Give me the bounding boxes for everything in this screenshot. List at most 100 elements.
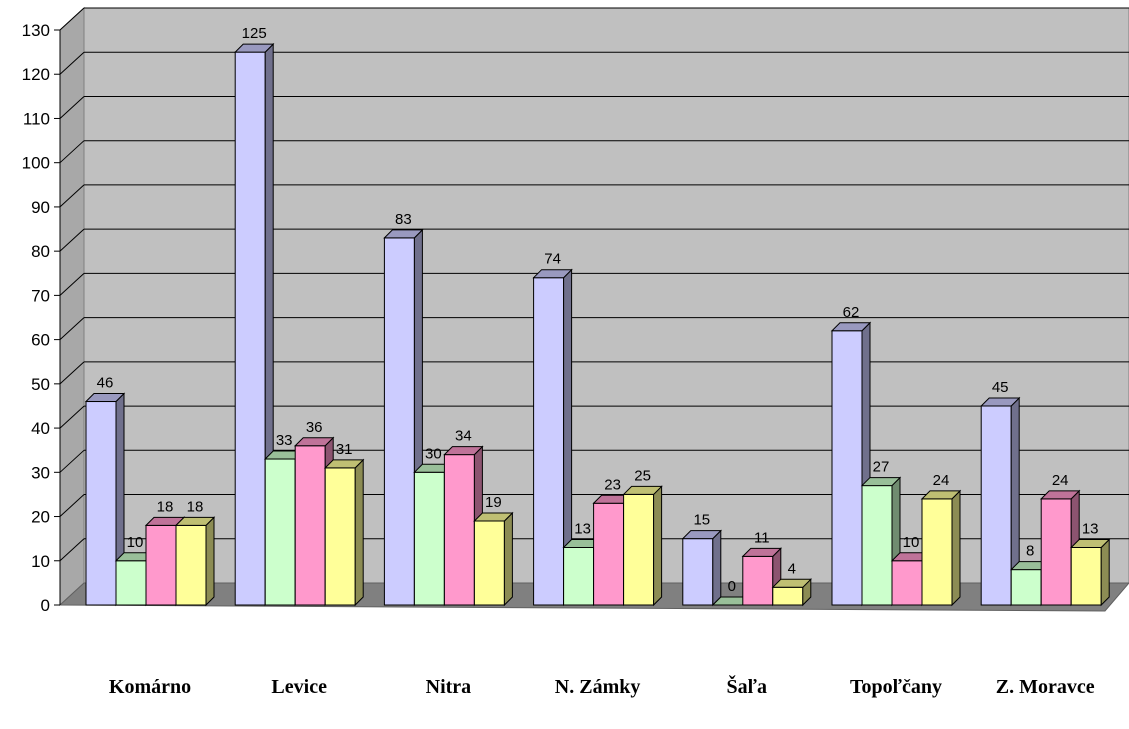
bar-front (473, 520, 505, 606)
bar-side (653, 485, 663, 607)
bar-top (443, 446, 484, 456)
y-tick-label: 130 (22, 21, 50, 40)
bar-top (323, 459, 365, 469)
gridline-diag (59, 51, 85, 75)
x-category-label: Nitra (426, 676, 472, 698)
data-label: 34 (455, 428, 472, 445)
bar-front (443, 454, 475, 606)
x-category-label: N. Zámky (555, 676, 641, 698)
gridline-diag (59, 273, 85, 296)
x-category-label: Z. Moravce (996, 676, 1095, 698)
x-category-label: Komárno (109, 676, 191, 698)
y-tick-label: 120 (22, 65, 50, 84)
bar-front (413, 471, 445, 606)
data-label: 25 (634, 467, 651, 484)
data-label: 15 (693, 512, 710, 529)
data-label: 24 (933, 472, 950, 489)
gridline-diag (59, 184, 85, 208)
data-label: 33 (276, 432, 293, 449)
y-tick-label: 10 (31, 552, 50, 571)
data-label: 10 (903, 534, 920, 551)
data-label: 74 (544, 251, 561, 268)
gridline-diag (59, 405, 85, 429)
bar-front (264, 458, 296, 606)
data-label: 13 (1082, 521, 1099, 538)
x-category-label: Šaľa (727, 674, 768, 698)
data-label: 4 (788, 560, 796, 577)
bar-top (473, 512, 514, 522)
bar-front (772, 586, 804, 606)
gridline-diag (59, 317, 85, 340)
gridline-diag (59, 228, 85, 252)
data-label: 11 (754, 529, 770, 546)
bar-top (771, 578, 813, 588)
y-tick-label: 70 (31, 286, 50, 305)
bar-top (622, 485, 663, 495)
gridline-diag (59, 7, 85, 31)
data-label: 31 (336, 441, 353, 458)
bar-top (233, 43, 275, 53)
gridline-diag (59, 140, 85, 164)
y-tick-label: 110 (23, 109, 50, 128)
bar-side (354, 458, 364, 607)
bar-front (891, 560, 923, 606)
data-label: 30 (425, 445, 442, 462)
y-tick-label: 100 (22, 154, 50, 173)
bar-top (532, 269, 573, 279)
y-tick-label: 20 (31, 508, 50, 527)
y-tick-label: 80 (31, 242, 50, 261)
y-tick-label: 0 (41, 596, 50, 615)
bar-front (383, 237, 415, 606)
bar-top (84, 393, 126, 403)
bar-top (383, 229, 424, 239)
bar-front (1010, 569, 1042, 606)
data-label: 27 (873, 459, 890, 476)
bar-front (175, 524, 207, 606)
bar-front (1040, 498, 1072, 606)
data-label: 23 (604, 476, 621, 493)
bar-top (1069, 539, 1111, 548)
data-label: 125 (242, 25, 267, 42)
bar-top (920, 490, 962, 500)
y-tick-label: 30 (31, 463, 50, 482)
bar-top (741, 547, 783, 557)
bar-front (980, 405, 1012, 606)
bar-top (979, 397, 1021, 407)
side-wall (59, 6, 85, 607)
gridline-diag (59, 449, 85, 473)
bar-top (830, 322, 872, 332)
data-label: 24 (1052, 472, 1069, 489)
data-label: 46 (97, 375, 114, 392)
data-label: 45 (992, 379, 1009, 396)
bar-front (921, 498, 953, 606)
data-label: 83 (395, 211, 412, 228)
bar-front (623, 493, 655, 606)
bar-front (742, 555, 774, 606)
data-label: 19 (485, 494, 502, 511)
bar-front (593, 502, 625, 606)
bar-side (503, 511, 513, 607)
bar-side (712, 529, 722, 607)
gridline-diag (59, 361, 85, 385)
gridline-diag (59, 538, 85, 562)
gridline-diag (59, 494, 85, 517)
bar-top (1039, 490, 1081, 500)
x-category-label: Topoľčany (850, 676, 942, 698)
bar-front (85, 401, 117, 606)
bar-side (1100, 538, 1110, 607)
bar-front (563, 547, 595, 606)
x-category-label: Levice (271, 676, 327, 698)
bar-front (294, 445, 326, 606)
y-tick-label: 50 (31, 375, 50, 394)
bar-front (115, 560, 147, 606)
bar-front (831, 330, 863, 606)
data-label: 13 (574, 521, 591, 538)
data-label: 10 (127, 534, 144, 551)
bar-front (533, 277, 565, 606)
bar-side (205, 516, 215, 607)
bar-side (951, 489, 961, 607)
y-tick-label: 40 (31, 419, 50, 438)
bar-front (324, 467, 356, 606)
